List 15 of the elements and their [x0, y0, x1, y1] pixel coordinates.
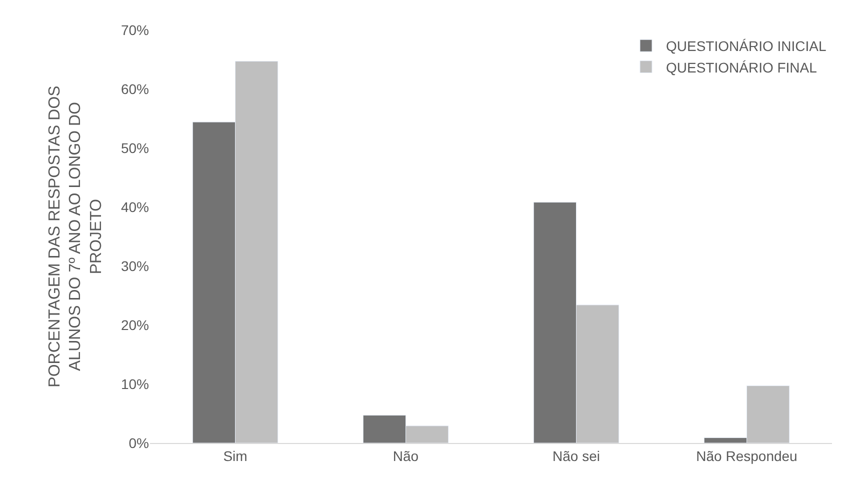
x-tick-label: Sim [223, 448, 248, 464]
legend-label: QUESTIONÁRIO FINAL [666, 59, 818, 76]
x-tick-label: Não sei [552, 448, 600, 464]
y-tick-label: 40% [120, 198, 149, 215]
y-tick-label: 20% [120, 316, 149, 333]
y-tick-label: 60% [120, 80, 149, 97]
x-tick-label: Não [392, 448, 419, 464]
y-tick-label: 10% [120, 376, 149, 392]
y-axis-title: PORCENTAGEM DAS RESPOSTAS DOS ALUNOS DO 7º ANO AO LONGO DO PROJETO [46, 86, 105, 388]
y-tick-label: 70% [120, 22, 149, 38]
y-tick-label: 30% [120, 258, 149, 274]
legend-label: QUESTIONÁRIO INICIAL [666, 38, 826, 54]
x-tick-label: Não Respondeu [696, 448, 798, 464]
y-tick-label: 0% [128, 434, 149, 451]
y-tick-label: 50% [120, 140, 149, 156]
